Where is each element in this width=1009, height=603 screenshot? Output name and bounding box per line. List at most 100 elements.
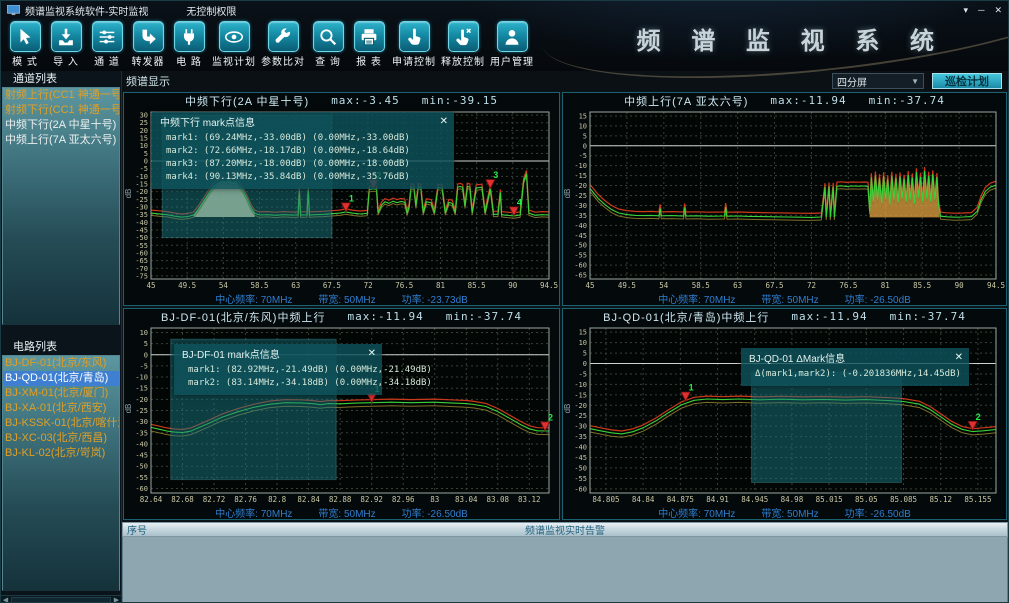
scrollbar-track[interactable]: [11, 597, 111, 603]
chart-name: BJ-DF-01(北京/东风)中频上行: [161, 309, 325, 325]
circuit-item-0[interactable]: BJ-DF-01(北京/东风): [3, 356, 119, 371]
chart-footer-center_freq: 中心频率: 70MHz: [658, 291, 735, 306]
mark-info-tooltip-3[interactable]: BJ-QD-01 ΔMark信息✕Δ(mark1,mark2): (-0.201…: [741, 348, 969, 386]
mark-info-tooltip-2[interactable]: BJ-DF-01 mark点信息✕mark1: (82.92MHz,-21.49…: [174, 344, 382, 395]
minimize-icon[interactable]: ─: [978, 5, 984, 16]
circuit-item-6[interactable]: BJ-KL-02(北京/岢岚): [3, 446, 119, 461]
tooltip-line-0: mark1: (69.24MHz,-33.00dB) (0.00MHz,-33.…: [166, 132, 448, 145]
svg-text:49.5: 49.5: [618, 281, 636, 290]
tooltip-close-icon[interactable]: ✕: [955, 352, 963, 363]
channel-item-0[interactable]: 射频上行(CC1 神通一号02星): [3, 88, 119, 103]
svg-text:90: 90: [508, 281, 518, 290]
chart-min: min:-37.74: [446, 310, 522, 323]
svg-text:dB: dB: [563, 189, 572, 199]
chart-title-1: 中频上行(7A 亚太六号)max:-11.94min:-37.74: [563, 93, 1006, 108]
app-icon: [7, 5, 20, 16]
svg-text:94.5: 94.5: [987, 281, 1005, 290]
tooltip-line-1: mark2: (83.14MHz,-34.18dB) (0.00MHz,-34.…: [188, 377, 376, 390]
circuit-item-5[interactable]: BJ-XC-03(北京/西昌): [3, 431, 119, 446]
circuit-list: BJ-DF-01(北京/东风)BJ-QD-01(北京/青岛)BJ-XM-01(北…: [2, 355, 120, 591]
scroll-left-icon[interactable]: ◀: [1, 596, 10, 603]
plug-icon: [174, 21, 205, 52]
circuit-item-1[interactable]: BJ-QD-01(北京/青岛): [3, 371, 119, 386]
svg-text:-5: -5: [579, 152, 587, 160]
svg-text:1: 1: [349, 193, 354, 203]
svg-text:-40: -40: [574, 222, 587, 230]
toolbar-button-circuit[interactable]: 电 路: [171, 21, 207, 68]
mark-info-tooltip-0[interactable]: 中频下行 mark点信息✕mark1: (69.24MHz,-33.00dB) …: [152, 112, 454, 189]
chart-max: max:-11.94: [347, 310, 423, 323]
svg-text:82.76: 82.76: [234, 495, 257, 504]
svg-text:76.5: 76.5: [839, 281, 857, 290]
tooltip-line-3: mark4: (90.13MHz,-35.84dB) (0.00MHz,-35.…: [166, 171, 448, 184]
chart-plot-1[interactable]: 4549.55458.56367.57276.58185.59094.51510…: [563, 108, 1006, 292]
hand-x-icon: [448, 21, 479, 52]
sidebar: 通道列表 射频上行(CC1 神通一号02星)射频下行(CC1 神通一号02星)中…: [1, 71, 122, 603]
toolbar-button-user-management[interactable]: 用户管理: [490, 21, 534, 68]
close-icon[interactable]: ✕: [994, 5, 1002, 16]
svg-text:54: 54: [659, 281, 669, 290]
circuit-item-2[interactable]: BJ-XM-01(北京/厦门): [3, 386, 119, 401]
channel-item-1[interactable]: 射频下行(CC1 神通一号02星): [3, 103, 119, 118]
horizontal-scrollbar[interactable]: ◀ ▶: [1, 595, 121, 603]
svg-text:49.5: 49.5: [178, 281, 196, 290]
chart-plot-0[interactable]: 4549.55458.56367.57276.58185.59094.53025…: [124, 108, 559, 292]
chart-plot-2[interactable]: 82.6482.6882.7282.7682.882.8482.8882.928…: [124, 324, 559, 506]
chart-footer-bandwidth: 带宽: 50MHz: [318, 505, 375, 520]
svg-text:-60: -60: [574, 262, 587, 270]
patrol-plan-button[interactable]: 巡检计划: [932, 73, 1002, 89]
toolbar-button-monitor-plan[interactable]: 监视计划: [212, 21, 256, 68]
svg-text:-15: -15: [574, 172, 587, 180]
tooltip-close-icon[interactable]: ✕: [440, 116, 448, 127]
svg-text:-20: -20: [574, 182, 587, 190]
chart-plot-3[interactable]: 84.80584.8484.87584.9184.94584.9885.0158…: [563, 324, 1006, 506]
svg-text:-35: -35: [135, 429, 148, 437]
svg-text:82.72: 82.72: [203, 495, 226, 504]
channel-list: 射频上行(CC1 神通一号02星)射频下行(CC1 神通一号02星)中频下行(2…: [2, 87, 120, 325]
svg-text:15: 15: [579, 112, 587, 120]
wrench-icon: [268, 21, 299, 52]
svg-text:84.805: 84.805: [592, 495, 619, 504]
toolbar-button-query[interactable]: 查 询: [310, 21, 346, 68]
toolbar: 模 式导 入通 道转发器电 路监视计划参数比对查 询报 表申请控制释放控制用户管…: [1, 19, 1008, 69]
circuit-item-3[interactable]: BJ-XA-01(北京/西安): [3, 401, 119, 416]
toolbar-button-param-compare[interactable]: 参数比对: [261, 21, 305, 68]
svg-text:-30: -30: [574, 202, 587, 210]
toolbar-label-monitor-plan: 监视计划: [212, 53, 256, 68]
toolbar-button-transponder[interactable]: 转发器: [130, 21, 166, 68]
svg-text:-35: -35: [574, 212, 587, 220]
svg-text:5: 5: [583, 350, 587, 358]
permission-label: 无控制权限: [186, 3, 236, 18]
toolbar-button-request-control[interactable]: 申请控制: [392, 21, 436, 68]
svg-text:85.5: 85.5: [468, 281, 486, 290]
toolbar-button-mode[interactable]: 模 式: [7, 21, 43, 68]
svg-text:83.12: 83.12: [518, 495, 541, 504]
svg-text:-55: -55: [135, 474, 148, 482]
chevron-down-icon: ▼: [911, 77, 919, 86]
menu-icon[interactable]: ▾: [964, 5, 969, 16]
scroll-right-icon[interactable]: ▶: [112, 596, 121, 603]
toolbar-button-release-control[interactable]: 释放控制: [441, 21, 485, 68]
chart-footer-3: 中心频率: 70MHz带宽: 50MHz功率: -26.50dB: [563, 506, 1006, 519]
chart-panel-2: BJ-DF-01(北京/东风)中频上行 max:-11.94 min:-37.74 8…: [123, 308, 560, 520]
channel-item-3[interactable]: 中频上行(7A 亚太六号): [3, 133, 119, 148]
channel-item-2[interactable]: 中频下行(2A 中星十号): [3, 118, 119, 133]
svg-text:0: 0: [583, 142, 587, 150]
screen-layout-select[interactable]: 四分屏 ▼: [832, 73, 924, 89]
chart-footer-power: 功率: -26.50dB: [845, 505, 911, 520]
tooltip-close-icon[interactable]: ✕: [368, 348, 376, 359]
svg-text:15: 15: [579, 329, 587, 337]
svg-text:10: 10: [579, 122, 587, 130]
toolbar-button-report[interactable]: 报 表: [351, 21, 387, 68]
chart-title-0: 中频下行(2A 中星十号)max:-3.45min:-39.15: [124, 93, 559, 108]
circuit-item-4[interactable]: BJ-KSSK-01(北京/喀什深空站): [3, 416, 119, 431]
chart-footer-center_freq: 中心频率: 70MHz: [215, 505, 292, 520]
toolbar-button-import[interactable]: 导 入: [48, 21, 84, 68]
screen-layout-value: 四分屏: [837, 74, 867, 89]
svg-text:4: 4: [517, 197, 522, 207]
selection-region-3[interactable]: [752, 372, 902, 483]
svg-text:67.5: 67.5: [766, 281, 784, 290]
toolbar-button-channel[interactable]: 通 道: [89, 21, 125, 68]
svg-text:82.84: 82.84: [297, 495, 320, 504]
window-title: 频谱监视系统软件-实时监视: [25, 3, 148, 18]
